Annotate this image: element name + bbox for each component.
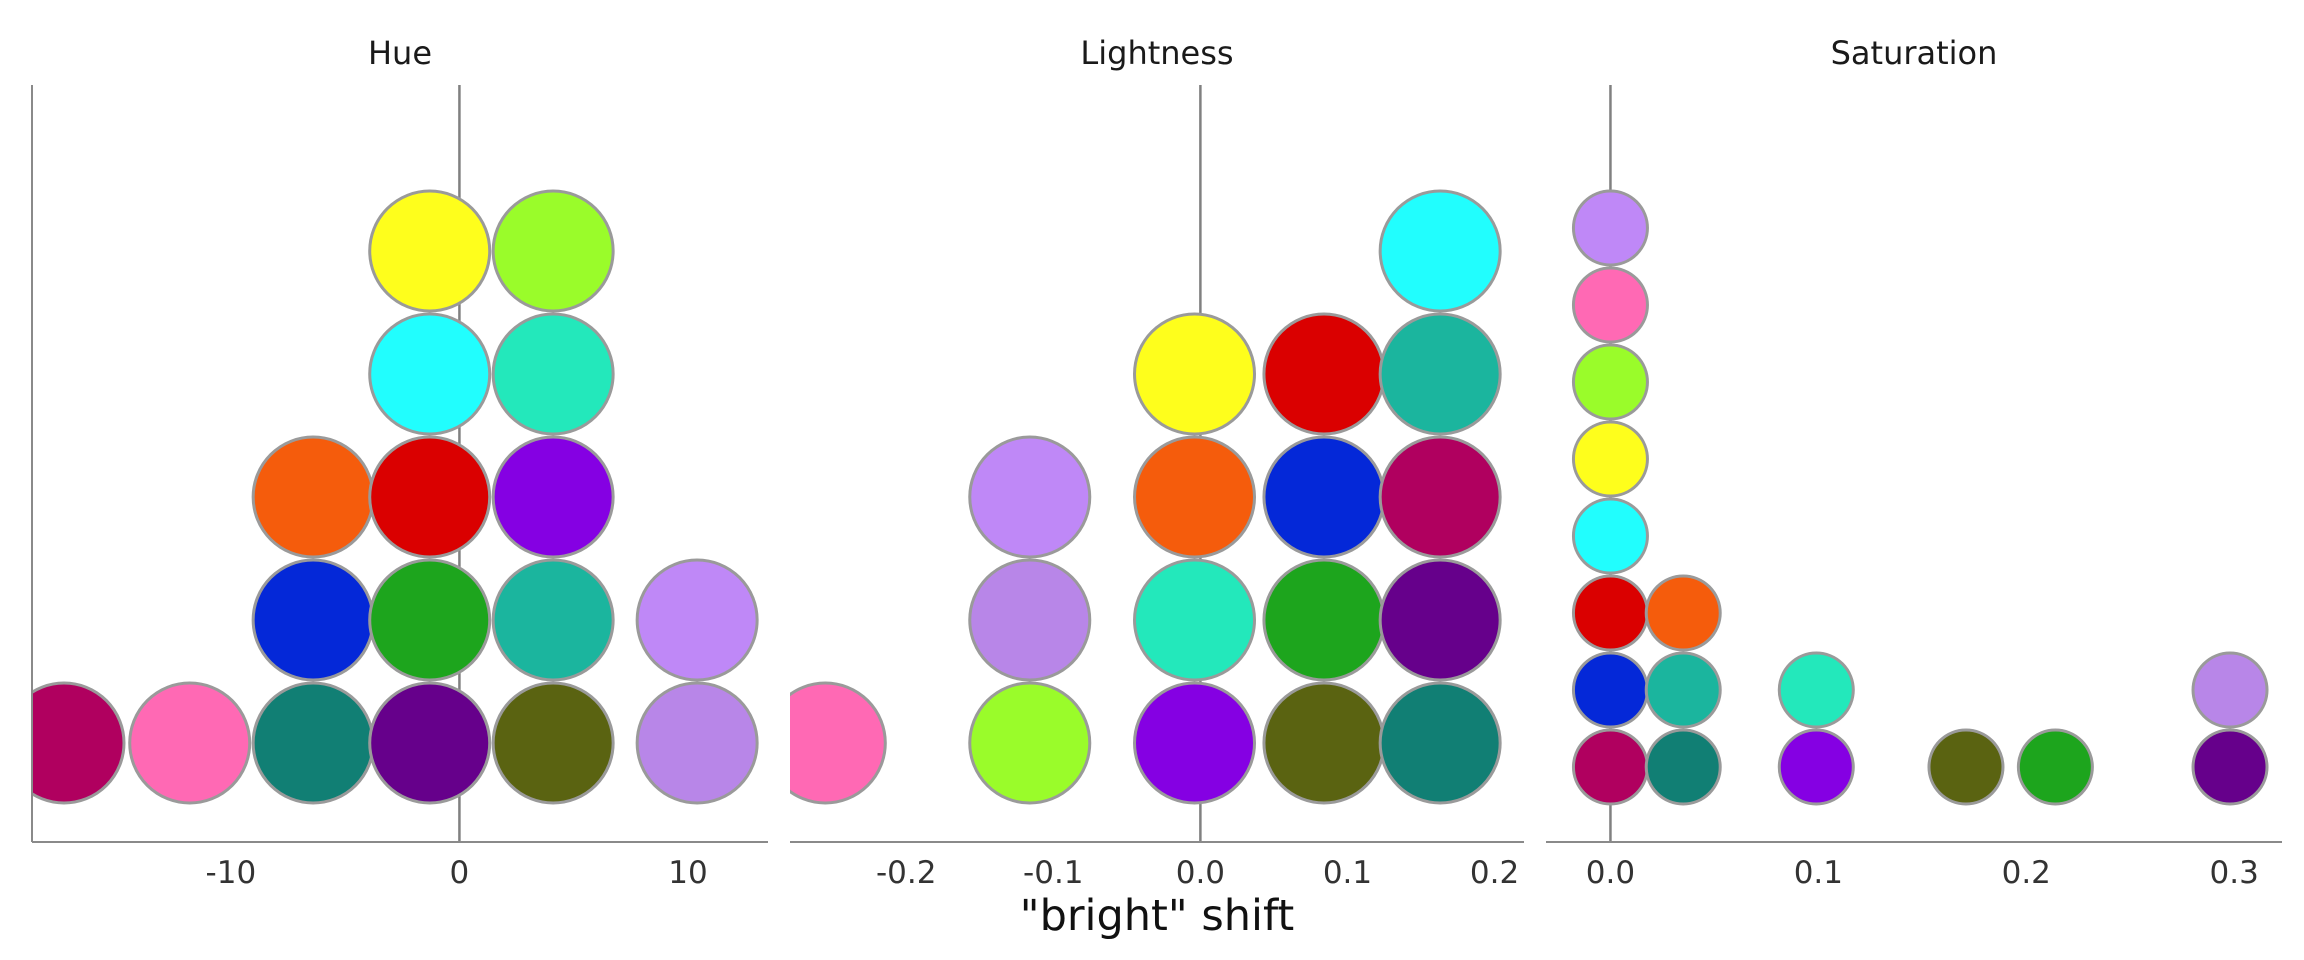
hue-dot [491, 312, 615, 436]
hue-dot [251, 558, 375, 682]
lightness-dot [1133, 558, 1257, 682]
lightness-dot [1133, 681, 1257, 805]
saturation-dot [1571, 574, 1649, 652]
saturation-dot [2191, 728, 2269, 806]
lightness-dot [968, 435, 1092, 559]
saturation-dot [1571, 728, 1649, 806]
lightness-tick-label: -0.1 [1023, 855, 1084, 891]
saturation-dot [2191, 651, 2269, 729]
saturation-dot [1777, 728, 1855, 806]
saturation-dot [1644, 651, 1722, 729]
hue-dot [368, 312, 492, 436]
saturation-tick-label: 0.0 [1586, 855, 1635, 891]
lightness-dot [1262, 435, 1386, 559]
hue-panel-title: Hue [368, 34, 432, 72]
lightness-dot [1133, 435, 1257, 559]
saturation-dot [1571, 343, 1649, 421]
lightness-dot [1378, 681, 1502, 805]
hue-dots [32, 189, 759, 805]
shared-x-axis-label: "bright" shift [1020, 891, 1294, 941]
saturation-panel: Saturation 0.0 0.1 0.2 0.3 [1546, 34, 2282, 891]
saturation-dot [1571, 651, 1649, 729]
hue-dot [635, 558, 759, 682]
saturation-panel-title: Saturation [1831, 34, 1998, 72]
lightness-dot [968, 681, 1092, 805]
lightness-dot [1262, 681, 1386, 805]
saturation-dots [1571, 189, 2269, 806]
saturation-tick-label: 0.2 [2002, 855, 2051, 891]
saturation-dot [1571, 266, 1649, 344]
lightness-dot [1378, 558, 1502, 682]
lightness-tick-label: 0.0 [1176, 855, 1225, 891]
hue-dot [251, 681, 375, 805]
hue-tick-label: 0 [450, 855, 470, 891]
hue-dot [491, 435, 615, 559]
hue-dot [128, 681, 252, 805]
saturation-dot [1927, 728, 2005, 806]
hue-panel: Hue -10 0 10 [31, 34, 768, 891]
saturation-dot [1644, 728, 1722, 806]
lightness-dot [1378, 312, 1502, 436]
hue-tick-label: 10 [668, 855, 707, 891]
lightness-dot [1262, 312, 1386, 436]
lightness-tick-label: 0.2 [1470, 855, 1519, 891]
saturation-dot [1571, 189, 1649, 267]
hue-dot [32, 681, 126, 805]
lightness-dot [790, 681, 887, 805]
hue-tick-label: -10 [206, 855, 257, 891]
saturation-dot [1777, 651, 1855, 729]
hue-dot [368, 558, 492, 682]
hue-dot [251, 435, 375, 559]
lightness-tick-label: -0.2 [876, 855, 937, 891]
saturation-dot [1571, 420, 1649, 498]
saturation-dot [2016, 728, 2094, 806]
hue-dot [491, 558, 615, 682]
lightness-panel-title: Lightness [1080, 34, 1233, 72]
hue-dot [368, 435, 492, 559]
lightness-dot [1133, 312, 1257, 436]
hue-dot [635, 681, 759, 805]
lightness-panel: Lightness -0.2 -0.1 0.0 0.1 0.2 [790, 34, 1524, 891]
saturation-tick-label: 0.3 [2210, 855, 2259, 891]
lightness-dot [1262, 558, 1386, 682]
lightness-dot [968, 558, 1092, 682]
lightness-dot [1378, 189, 1502, 313]
hue-dot [368, 189, 492, 313]
saturation-dot [1571, 497, 1649, 575]
hue-dot [491, 681, 615, 805]
lightness-tick-label: 0.1 [1323, 855, 1372, 891]
lightness-dots [790, 189, 1502, 805]
saturation-dot [1644, 574, 1722, 652]
hue-dot [491, 189, 615, 313]
saturation-tick-label: 0.1 [1794, 855, 1843, 891]
hue-dot [368, 681, 492, 805]
lightness-dot [1378, 435, 1502, 559]
